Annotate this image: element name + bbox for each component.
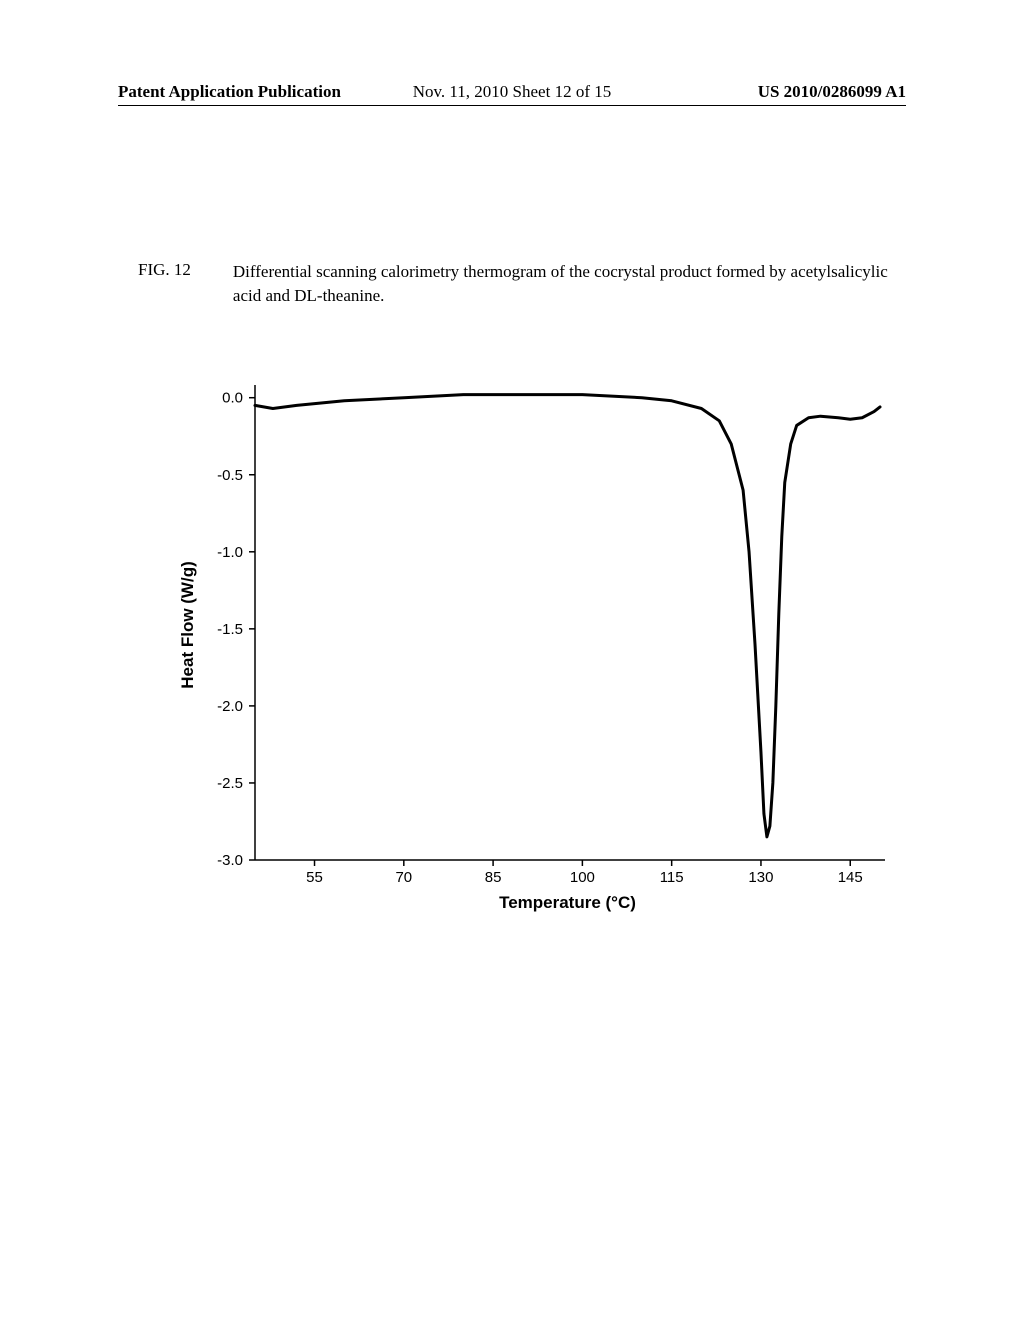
svg-text:-1.5: -1.5	[217, 621, 243, 638]
svg-text:130: 130	[748, 869, 773, 886]
svg-text:-3.0: -3.0	[217, 852, 243, 869]
svg-text:115: 115	[660, 869, 684, 886]
svg-text:-2.5: -2.5	[217, 775, 243, 792]
svg-text:55: 55	[306, 869, 323, 886]
figure-caption-block: FIG. 12 Differential scanning calorimetr…	[138, 260, 904, 308]
svg-text:-2.0: -2.0	[217, 698, 243, 715]
svg-text:100: 100	[570, 869, 595, 886]
svg-text:85: 85	[485, 869, 502, 886]
svg-text:0.0: 0.0	[222, 390, 243, 407]
dsc-thermogram-chart: 0.0 -0.5 -1.0 -1.5 -2.0 -2.5 -3.0 55 70 85 100 115 1…	[160, 360, 900, 920]
svg-text:145: 145	[838, 869, 863, 886]
svg-text:-1.0: -1.0	[217, 544, 243, 561]
svg-text:Temperature (°C): Temperature (°C)	[499, 893, 636, 912]
header-right-text: US 2010/0286099 A1	[758, 82, 906, 102]
header-divider	[118, 105, 906, 106]
header-center-text: Nov. 11, 2010 Sheet 12 of 15	[413, 82, 611, 102]
svg-text:Heat Flow (W/g): Heat Flow (W/g)	[178, 561, 197, 688]
figure-caption: Differential scanning calorimetry thermo…	[233, 260, 904, 308]
header-left-text: Patent Application Publication	[118, 82, 341, 102]
svg-text:70: 70	[395, 869, 412, 886]
chart-svg: 0.0 -0.5 -1.0 -1.5 -2.0 -2.5 -3.0 55 70 85 100 115 1…	[160, 360, 900, 920]
figure-number: FIG. 12	[138, 260, 191, 280]
svg-text:-0.5: -0.5	[217, 467, 243, 484]
page-header: Patent Application Publication Nov. 11, …	[0, 82, 1024, 102]
